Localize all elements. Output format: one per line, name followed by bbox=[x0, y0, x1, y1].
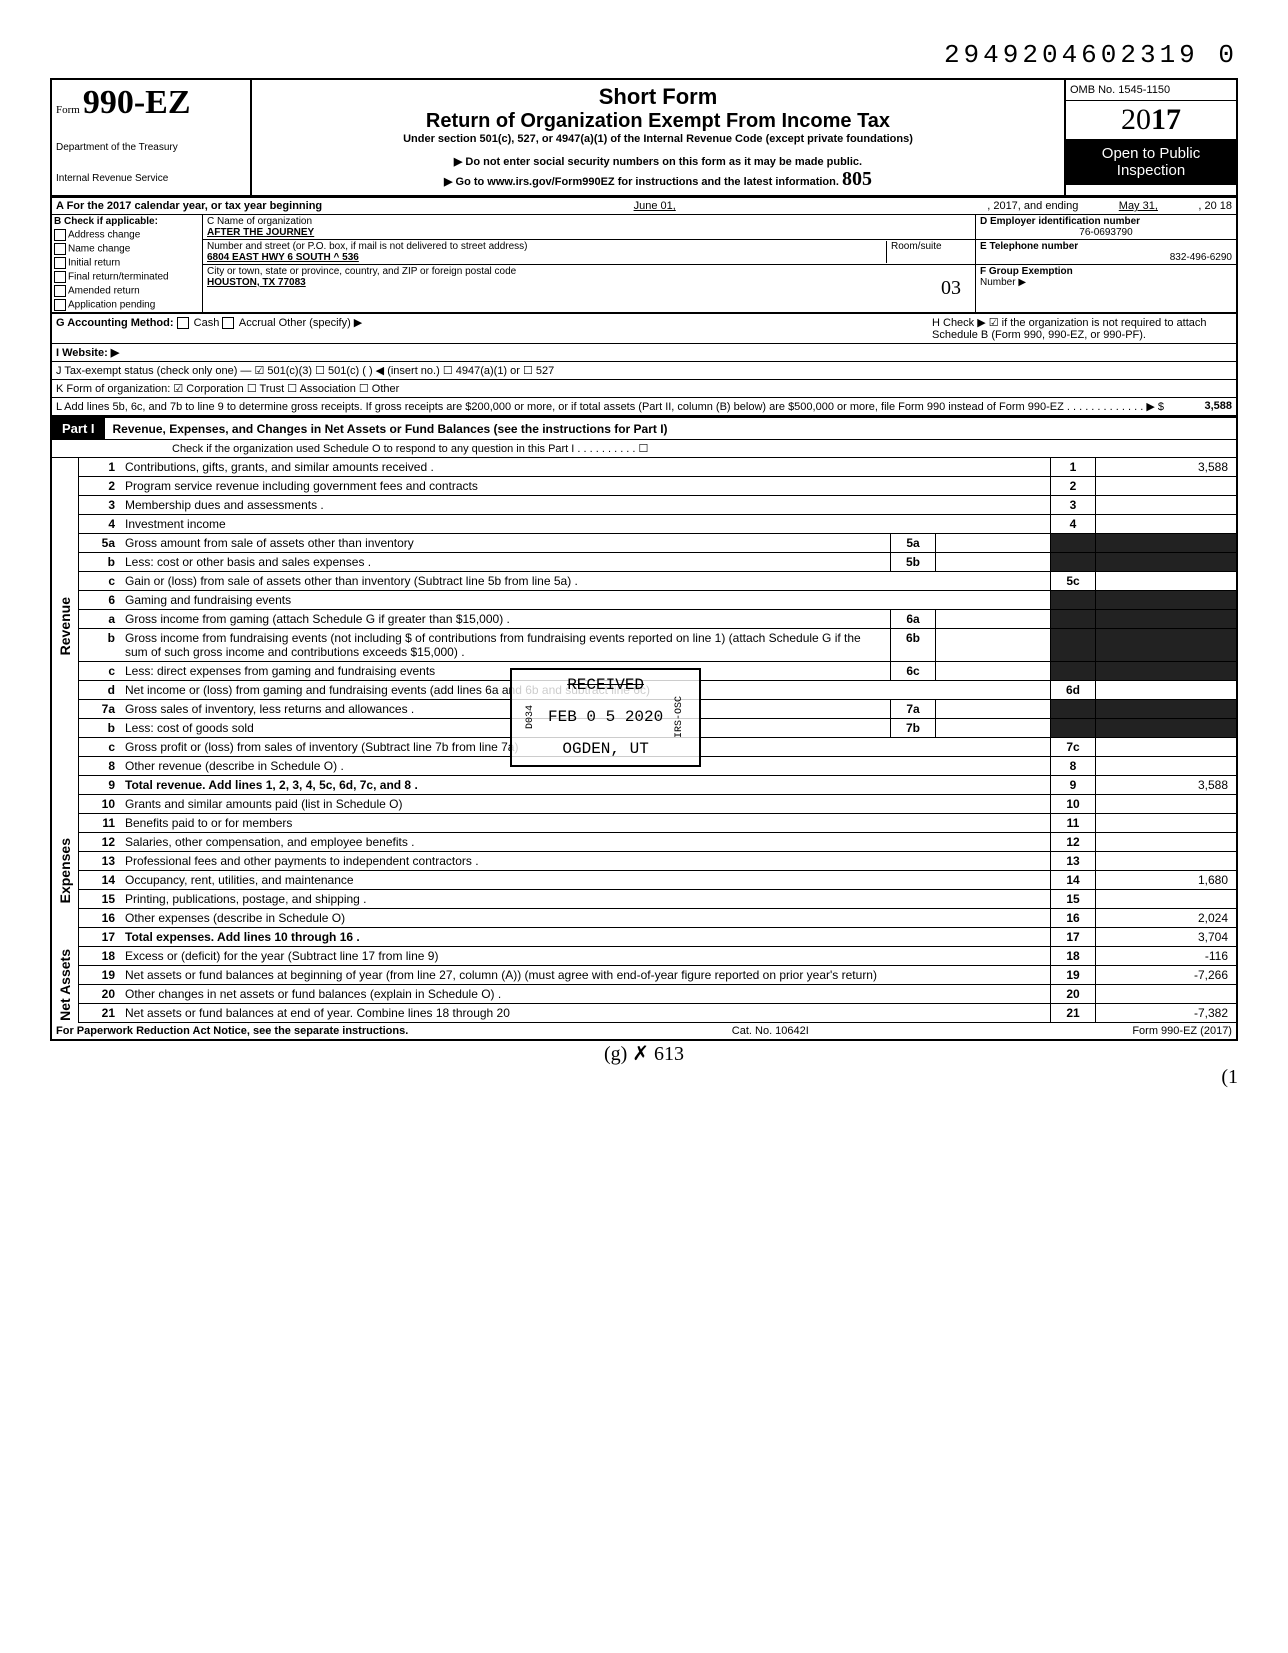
title-return: Return of Organization Exempt From Incom… bbox=[260, 110, 1056, 133]
table-row: 16Other expenses (describe in Schedule O… bbox=[79, 909, 1236, 928]
b-label: B Check if applicable: bbox=[52, 215, 202, 228]
org-address: 6804 EAST HWY 6 SOUTH ^ 536 bbox=[207, 252, 886, 263]
city-label: City or town, state or province, country… bbox=[207, 266, 971, 277]
table-row: 19Net assets or fund balances at beginni… bbox=[79, 966, 1236, 985]
handwritten-805: 805 bbox=[842, 168, 872, 190]
table-row: 14Occupancy, rent, utilities, and mainte… bbox=[79, 871, 1236, 890]
tax-year: 2017 bbox=[1066, 101, 1236, 139]
table-row: 3Membership dues and assessments .3 bbox=[79, 496, 1236, 515]
vertical-label: Revenue bbox=[52, 458, 79, 795]
table-row: 5aGross amount from sale of assets other… bbox=[79, 534, 1236, 553]
f-label-2: Number ▶ bbox=[980, 277, 1026, 288]
title-short-form: Short Form bbox=[260, 84, 1056, 110]
line-a: A For the 2017 calendar year, or tax yea… bbox=[50, 198, 1238, 215]
instruction-1: ▶ Do not enter social security numbers o… bbox=[260, 155, 1056, 168]
open-inspection: Open to Public Inspection bbox=[1066, 139, 1236, 185]
d-label: D Employer identification number bbox=[980, 216, 1232, 227]
table-row: 10Grants and similar amounts paid (list … bbox=[79, 795, 1236, 814]
chk-pending[interactable]: Application pending bbox=[52, 298, 202, 312]
form-number: 990-EZ bbox=[83, 84, 191, 121]
chk-amended[interactable]: Amended return bbox=[52, 284, 202, 298]
f-label: F Group Exemption bbox=[980, 266, 1073, 277]
footer-cat: Cat. No. 10642I bbox=[732, 1025, 809, 1037]
line-j: J Tax-exempt status (check only one) — ☑… bbox=[50, 362, 1238, 380]
chk-final[interactable]: Final return/terminated bbox=[52, 270, 202, 284]
table-row: 1Contributions, gifts, grants, and simil… bbox=[79, 458, 1236, 477]
c-label: C Name of organization bbox=[207, 216, 971, 227]
subtitle: Under section 501(c), 527, or 4947(a)(1)… bbox=[260, 133, 1056, 145]
table-row: 11Benefits paid to or for members11 bbox=[79, 814, 1236, 833]
footer-left: For Paperwork Reduction Act Notice, see … bbox=[56, 1025, 408, 1037]
line-i: I Website: ▶ bbox=[50, 344, 1238, 362]
table-row: 9Total revenue. Add lines 1, 2, 3, 4, 5c… bbox=[79, 776, 1236, 795]
line-g-h: G Accounting Method: Cash Accrual Other … bbox=[50, 314, 1238, 344]
table-row: 6Gaming and fundraising events bbox=[79, 591, 1236, 610]
form-prefix: Form bbox=[56, 104, 80, 116]
table-row: 18Excess or (deficit) for the year (Subt… bbox=[79, 947, 1236, 966]
section-b-c-d: B Check if applicable: Address change Na… bbox=[50, 215, 1238, 314]
chk-accrual[interactable] bbox=[222, 317, 234, 329]
table-row: 20Other changes in net assets or fund ba… bbox=[79, 985, 1236, 1004]
table-row: 21Net assets or fund balances at end of … bbox=[79, 1004, 1236, 1023]
chk-name[interactable]: Name change bbox=[52, 242, 202, 256]
line-k: K Form of organization: ☑ Corporation ☐ … bbox=[50, 380, 1238, 398]
handwritten-03: 03 bbox=[941, 277, 961, 300]
table-row: 2Program service revenue including gover… bbox=[79, 477, 1236, 496]
main-table: Revenue1Contributions, gifts, grants, an… bbox=[50, 458, 1238, 1023]
received-stamp: RECEIVED D034 FEB 0 5 2020 IRS-OSC OGDEN… bbox=[510, 668, 701, 767]
table-row: cGain or (loss) from sale of assets othe… bbox=[79, 572, 1236, 591]
dept-2: Internal Revenue Service bbox=[56, 173, 246, 184]
table-row: 17Total expenses. Add lines 10 through 1… bbox=[79, 928, 1236, 947]
addr-label: Number and street (or P.O. box, if mail … bbox=[207, 241, 886, 252]
footer: For Paperwork Reduction Act Notice, see … bbox=[50, 1023, 1238, 1041]
table-row: 4Investment income4 bbox=[79, 515, 1236, 534]
part-1-check: Check if the organization used Schedule … bbox=[50, 440, 1238, 458]
omb-number: OMB No. 1545-1150 bbox=[1066, 80, 1236, 101]
line-h: H Check ▶ ☑ if the organization is not r… bbox=[932, 316, 1232, 341]
telephone: 832-496-6290 bbox=[980, 252, 1232, 263]
vertical-label: Net Assets bbox=[52, 947, 79, 1023]
table-row: 13Professional fees and other payments t… bbox=[79, 852, 1236, 871]
part-1-header: Part I Revenue, Expenses, and Changes in… bbox=[50, 418, 1238, 440]
part-1-tab: Part I bbox=[52, 418, 105, 439]
table-row: bLess: cost or other basis and sales exp… bbox=[79, 553, 1236, 572]
chk-address[interactable]: Address change bbox=[52, 228, 202, 242]
table-row: 15Printing, publications, postage, and s… bbox=[79, 890, 1236, 909]
handwritten-corner: (1 bbox=[50, 1066, 1238, 1089]
instruction-2: ▶ Go to www.irs.gov/Form990EZ for instru… bbox=[260, 168, 1056, 191]
handwritten-bottom: (g) ✗ 613 bbox=[50, 1041, 1238, 1066]
table-row: bGross income from fundraising events (n… bbox=[79, 629, 1236, 662]
header-number: 2949204602319 0 bbox=[50, 40, 1238, 70]
ein: 76-0693790 bbox=[980, 227, 1232, 238]
form-header: Form 990-EZ Department of the Treasury I… bbox=[50, 78, 1238, 198]
e-label: E Telephone number bbox=[980, 241, 1232, 252]
vertical-label: Expenses bbox=[52, 795, 79, 947]
org-city: HOUSTON, TX 77083 bbox=[207, 277, 306, 288]
org-name: AFTER THE JOURNEY bbox=[207, 227, 971, 238]
dept-1: Department of the Treasury bbox=[56, 142, 246, 153]
table-row: 12Salaries, other compensation, and empl… bbox=[79, 833, 1236, 852]
footer-right: Form 990-EZ (2017) bbox=[1132, 1025, 1232, 1037]
room-label: Room/suite bbox=[886, 241, 971, 263]
chk-cash[interactable] bbox=[177, 317, 189, 329]
chk-initial[interactable]: Initial return bbox=[52, 256, 202, 270]
table-row: aGross income from gaming (attach Schedu… bbox=[79, 610, 1236, 629]
line-l: L Add lines 5b, 6c, and 7b to line 9 to … bbox=[50, 398, 1238, 418]
part-1-title: Revenue, Expenses, and Changes in Net As… bbox=[105, 422, 1236, 436]
